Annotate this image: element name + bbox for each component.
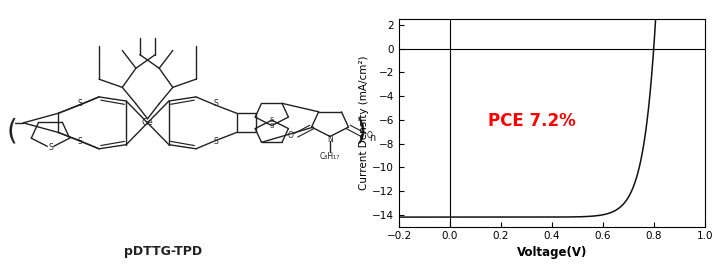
Text: n: n	[370, 133, 376, 143]
Text: O: O	[367, 131, 372, 140]
Text: ): )	[356, 117, 367, 145]
X-axis label: Voltage(V): Voltage(V)	[517, 246, 587, 259]
Y-axis label: Current Density (mA/cm²): Current Density (mA/cm²)	[360, 56, 370, 190]
Text: S: S	[77, 99, 82, 108]
Text: S: S	[77, 138, 82, 146]
Text: S: S	[213, 138, 218, 146]
Text: C₈H₁₇: C₈H₁₇	[320, 153, 340, 161]
Text: S: S	[270, 117, 274, 123]
Text: Ge: Ge	[142, 118, 153, 127]
Text: S: S	[48, 144, 53, 152]
Text: S: S	[213, 99, 218, 108]
Text: O: O	[288, 131, 293, 140]
Text: PCE 7.2%: PCE 7.2%	[488, 112, 576, 130]
Text: pDTTG-TPD: pDTTG-TPD	[124, 245, 202, 258]
Text: N: N	[327, 135, 333, 144]
Text: (: (	[6, 117, 17, 145]
Text: S: S	[270, 123, 274, 129]
